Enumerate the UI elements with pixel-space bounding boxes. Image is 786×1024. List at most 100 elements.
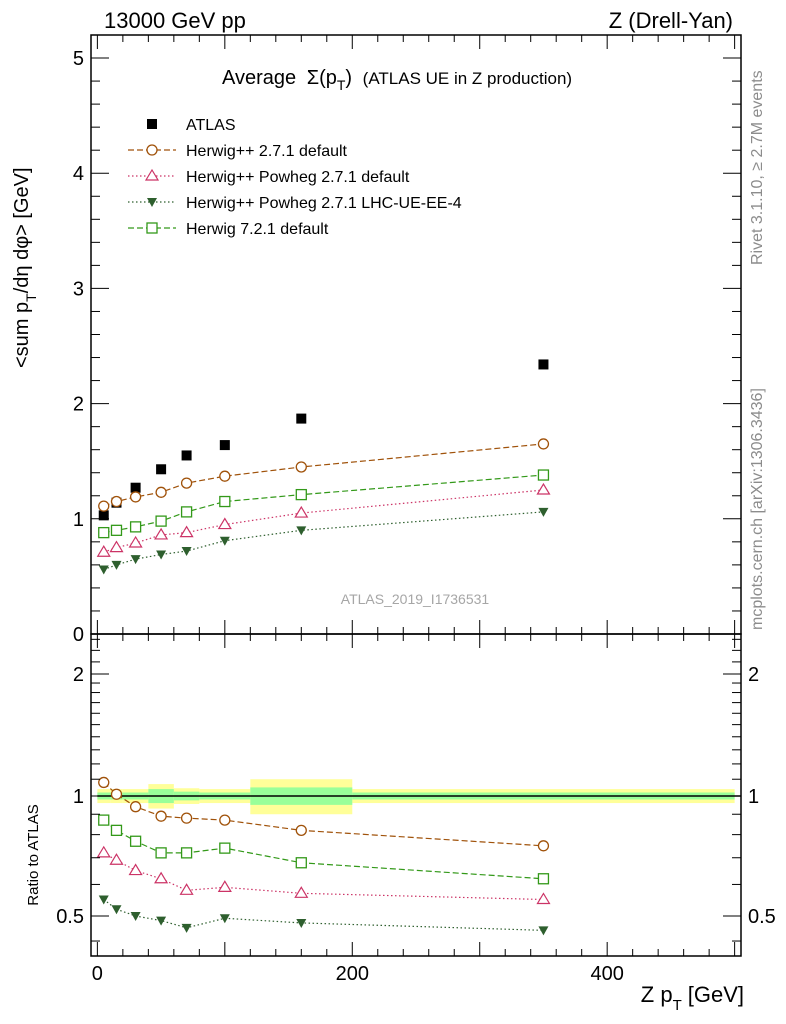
title-rest: (ATLAS UE in Z production) bbox=[363, 69, 572, 88]
ratio-point-herwig-powheg-2-7-1-default bbox=[536, 892, 551, 905]
ratio-panel-data bbox=[96, 776, 551, 936]
main-y-tick-label: 4 bbox=[73, 163, 84, 185]
main-point-herwig-2-7-1-default bbox=[129, 491, 142, 503]
ratio-panel-axes: 0.5 0.5 1 1 2 2 0 200 400 bbox=[56, 633, 776, 985]
main-point-herwig-2-7-1-default bbox=[180, 477, 193, 489]
title-sigma: Σ(p bbox=[307, 67, 337, 89]
legend: ATLAS Herwig++ 2.7.1 default Herwig++ Powh… bbox=[128, 117, 462, 238]
main-point-atlas bbox=[156, 464, 167, 475]
ratio-point-herwig-2-7-1-default bbox=[155, 810, 167, 822]
main-point-herwig-powheg-2-7-1-lhc-ue-ee-4 bbox=[98, 565, 109, 575]
analysis-watermark: ATLAS_2019_I1736531 bbox=[341, 591, 490, 607]
main-point-herwig-powheg-2-7-1-lhc-ue-ee-4 bbox=[156, 550, 167, 560]
legend-label-herwig-powheg-2-7-1-default: Herwig++ Powheg 2.7.1 default bbox=[186, 169, 410, 186]
main-line-herwig-powheg-2-7-1-default bbox=[103, 489, 544, 553]
ratio-y-tick-label-right: 0.5 bbox=[748, 906, 776, 928]
main-y-tick-label: 1 bbox=[73, 509, 84, 531]
ratio-point-herwig-powheg-2-7-1-lhc-ue-ee-4 bbox=[156, 916, 167, 926]
main-point-herwig-7-2-1-default bbox=[219, 495, 231, 508]
ratio-point-herwig-2-7-1-default bbox=[129, 801, 142, 813]
main-panel-axes: 0 1 2 3 4 5 bbox=[73, 34, 742, 646]
main-point-herwig-powheg-2-7-1-lhc-ue-ee-4 bbox=[219, 536, 230, 546]
ylabel-a: <sum p bbox=[11, 302, 33, 368]
mcplots-label: mcplots.cern.ch [arXiv:1306.3436] bbox=[749, 388, 766, 630]
main-point-herwig-powheg-2-7-1-lhc-ue-ee-4 bbox=[130, 555, 141, 565]
ratio-line-herwig-7-2-1-default bbox=[103, 819, 544, 880]
ratio-y-axis-label: Ratio to ATLAS bbox=[25, 804, 42, 905]
main-line-herwig-2-7-1-default bbox=[103, 443, 544, 507]
main-point-herwig-powheg-2-7-1-lhc-ue-ee-4 bbox=[538, 507, 549, 517]
ratio-point-herwig-powheg-2-7-1-default bbox=[96, 845, 111, 858]
main-point-herwig-powheg-2-7-1-lhc-ue-ee-4 bbox=[111, 560, 122, 570]
legend-label-herwig-powheg-2-7-1-lhc-ue-ee-4: Herwig++ Powheg 2.7.1 LHC-UE-EE-4 bbox=[186, 195, 462, 212]
ratio-y-tick-label-right: 1 bbox=[748, 786, 759, 808]
ratio-point-herwig-2-7-1-default bbox=[537, 840, 550, 852]
main-point-herwig-2-7-1-default bbox=[537, 438, 550, 450]
main-point-herwig-7-2-1-default bbox=[155, 515, 167, 527]
main-point-atlas bbox=[98, 510, 109, 521]
ratio-point-herwig-powheg-2-7-1-default bbox=[128, 863, 143, 876]
x-tick-label: 200 bbox=[336, 963, 369, 985]
main-line-herwig-powheg-2-7-1-lhc-ue-ee-4 bbox=[103, 511, 544, 571]
main-point-herwig-2-7-1-default bbox=[219, 470, 231, 482]
legend-label-atlas: ATLAS bbox=[186, 117, 236, 134]
ratio-y-tick-label: 0.5 bbox=[56, 906, 84, 928]
ratio-frame bbox=[90, 633, 742, 957]
main-point-atlas bbox=[219, 440, 230, 451]
main-y-tick-label: 0 bbox=[73, 624, 84, 646]
main-y-tick-label: 5 bbox=[73, 48, 84, 70]
ylabel-sub: T bbox=[23, 293, 39, 302]
x-tick-label: 0 bbox=[92, 963, 103, 985]
ylabel-b: /dη dφ> [GeV] bbox=[11, 167, 33, 293]
main-point-atlas bbox=[181, 450, 192, 461]
chart-title: Average Σ(pT) (ATLAS UE in Z production) bbox=[222, 67, 572, 93]
main-point-herwig-powheg-2-7-1-default bbox=[154, 527, 169, 540]
legend-label-herwig-2-7-1-default: Herwig++ 2.7.1 default bbox=[186, 143, 348, 160]
ratio-y-tick-label: 1 bbox=[73, 786, 84, 808]
xlabel-a: Z p bbox=[641, 982, 673, 1007]
main-point-herwig-powheg-2-7-1-default bbox=[128, 535, 143, 548]
ratio-point-herwig-7-2-1-default bbox=[295, 857, 307, 869]
main-point-herwig-powheg-2-7-1-lhc-ue-ee-4 bbox=[181, 547, 192, 557]
main-point-atlas bbox=[538, 359, 549, 370]
ratio-point-herwig-powheg-2-7-1-default bbox=[109, 853, 124, 865]
legend-marker-herwig-2-7-1-default bbox=[146, 144, 158, 156]
ratio-y-tick-label-right: 2 bbox=[748, 664, 759, 686]
xlabel-b: [GeV] bbox=[688, 982, 744, 1007]
main-y-tick-label: 3 bbox=[73, 278, 84, 300]
ratio-line-herwig-powheg-2-7-1-default bbox=[103, 852, 544, 901]
ratio-point-herwig-powheg-2-7-1-default bbox=[179, 883, 194, 895]
ratio-point-herwig-7-2-1-default bbox=[219, 842, 231, 854]
ratio-line-herwig-powheg-2-7-1-lhc-ue-ee-4 bbox=[103, 899, 544, 931]
title-close: ) bbox=[345, 67, 352, 89]
header-right-label: Z (Drell-Yan) bbox=[609, 8, 733, 33]
main-point-herwig-powheg-2-7-1-default bbox=[179, 525, 194, 538]
x-tick-label: 400 bbox=[590, 963, 623, 985]
ratio-point-herwig-7-2-1-default bbox=[180, 847, 193, 859]
main-point-herwig-powheg-2-7-1-default bbox=[109, 540, 124, 553]
xlabel-sub: T bbox=[673, 997, 682, 1014]
x-axis-label: Z pT [GeV] bbox=[641, 982, 744, 1014]
main-point-herwig-2-7-1-default bbox=[98, 500, 110, 512]
ratio-point-herwig-2-7-1-default bbox=[180, 812, 193, 824]
ratio-point-herwig-7-2-1-default bbox=[537, 873, 550, 885]
main-point-herwig-7-2-1-default bbox=[110, 524, 123, 536]
ratio-point-herwig-7-2-1-default bbox=[110, 824, 123, 837]
main-point-herwig-7-2-1-default bbox=[129, 521, 142, 533]
main-point-herwig-powheg-2-7-1-default bbox=[536, 482, 551, 495]
header-left-label: 13000 GeV pp bbox=[104, 8, 246, 33]
legend-label-herwig-7-2-1-default: Herwig 7.2.1 default bbox=[186, 221, 329, 238]
ratio-point-herwig-powheg-2-7-1-lhc-ue-ee-4 bbox=[219, 914, 230, 924]
main-point-herwig-powheg-2-7-1-default bbox=[294, 505, 309, 518]
main-point-atlas bbox=[130, 482, 141, 493]
title-main: Average bbox=[222, 67, 296, 89]
legend-marker-herwig-powheg-2-7-1-default bbox=[144, 168, 160, 181]
ratio-panel-background bbox=[97, 779, 741, 815]
main-point-herwig-7-2-1-default bbox=[537, 469, 550, 481]
ratio-point-herwig-2-7-1-default bbox=[98, 776, 110, 789]
main-point-herwig-2-7-1-default bbox=[155, 486, 167, 498]
legend-marker-herwig-powheg-2-7-1-lhc-ue-ee-4 bbox=[147, 198, 157, 207]
ratio-point-herwig-powheg-2-7-1-lhc-ue-ee-4 bbox=[181, 923, 192, 933]
main-point-atlas bbox=[296, 413, 307, 424]
